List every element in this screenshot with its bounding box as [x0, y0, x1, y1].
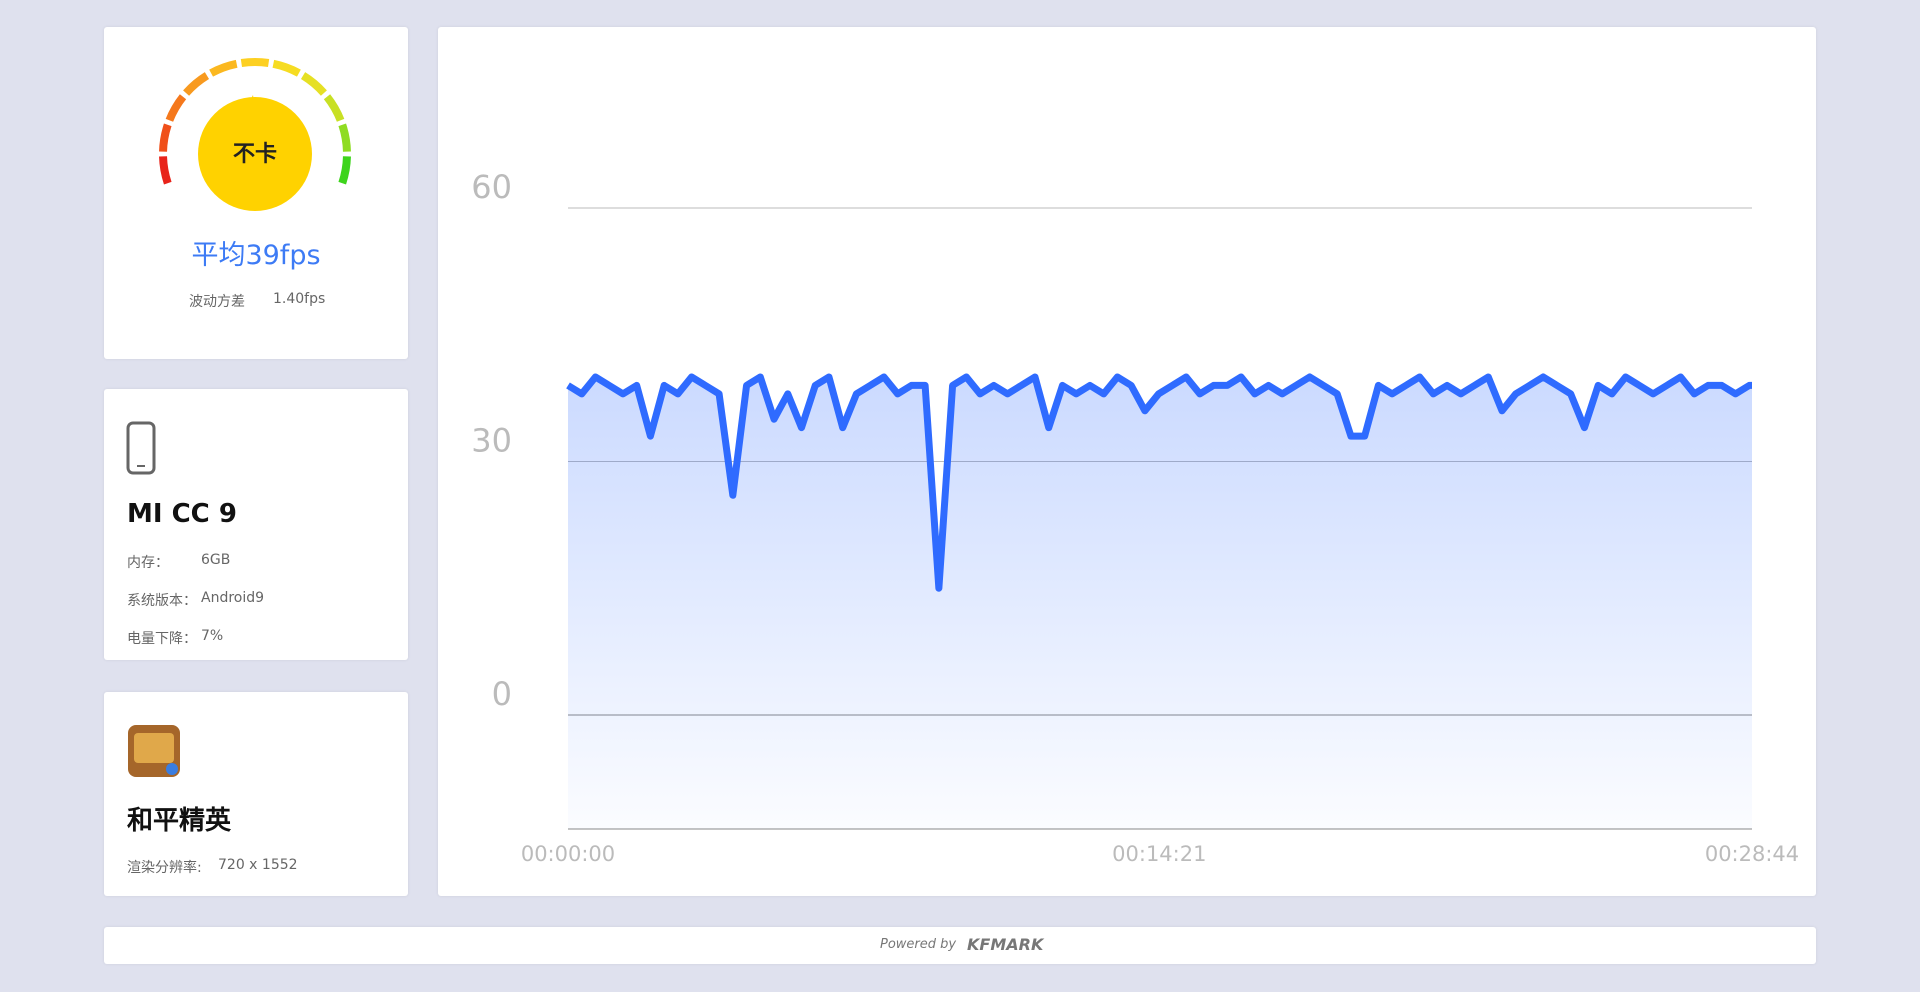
- footer: Powered by KFMARK: [104, 927, 1816, 964]
- gauge-segment: [165, 94, 187, 122]
- gauge-segment: [272, 59, 301, 77]
- row-label: 系统版本：: [127, 593, 197, 609]
- gauge-segment: [240, 58, 270, 67]
- x-tick-label: 00:14:21: [1112, 842, 1206, 866]
- chart-card: 0 30 60 00:00:00 00:14:21 00:28:44: [438, 27, 1816, 896]
- game-icon: [128, 725, 180, 777]
- gauge-segment: [338, 123, 351, 152]
- status-text: 不卡: [233, 142, 277, 167]
- summary-card: 不卡 平均39fps 波动方差 1.40fps: [104, 27, 408, 359]
- gauge-segment: [300, 72, 327, 96]
- chart: 0 30 60 00:00:00 00:14:21 00:28:44: [471, 168, 1799, 866]
- area: [568, 376, 1752, 829]
- gauge: 不卡: [159, 58, 351, 211]
- gauge-face: [198, 97, 312, 211]
- brand: KFMARK: [967, 935, 1044, 954]
- gauge-segment: [159, 123, 172, 152]
- game-card: 和平精英 渲染分辨率: 720 x 1552: [104, 692, 408, 896]
- gauge-segment: [209, 59, 238, 77]
- gauge-segment: [323, 94, 345, 122]
- game-name: 和平精英: [127, 806, 232, 836]
- row-value: 6GB: [201, 552, 231, 568]
- y-tick-label: 0: [492, 675, 512, 713]
- gauge-segment: [183, 72, 210, 96]
- x-tick-label: 00:28:44: [1705, 842, 1799, 866]
- row-label: 电量下降：: [127, 631, 197, 647]
- row-label: 内存：: [127, 555, 169, 571]
- variance-value: 1.40fps: [273, 291, 326, 307]
- device-card: MI CC 9 内存： 6GB 系统版本： Android9 电量下降： 7%: [104, 389, 408, 660]
- device-name: MI CC 9: [127, 499, 237, 529]
- average-fps: 平均39fps: [191, 240, 321, 271]
- resolution-label: 渲染分辨率:: [127, 860, 202, 876]
- row-value: Android9: [201, 590, 265, 606]
- x-tick-label: 00:00:00: [521, 842, 615, 866]
- y-tick-label: 30: [471, 421, 512, 459]
- y-tick-label: 60: [471, 168, 512, 206]
- gauge-segment: [338, 156, 351, 185]
- line: [566, 373, 1753, 592]
- phone-icon: [126, 421, 156, 475]
- powered-by: Powered by: [880, 937, 957, 952]
- gauge-segment: [159, 156, 172, 185]
- resolution-value: 720 x 1552: [218, 857, 298, 873]
- row-value: 7%: [201, 628, 224, 644]
- variance-label: 波动方差: [189, 294, 245, 310]
